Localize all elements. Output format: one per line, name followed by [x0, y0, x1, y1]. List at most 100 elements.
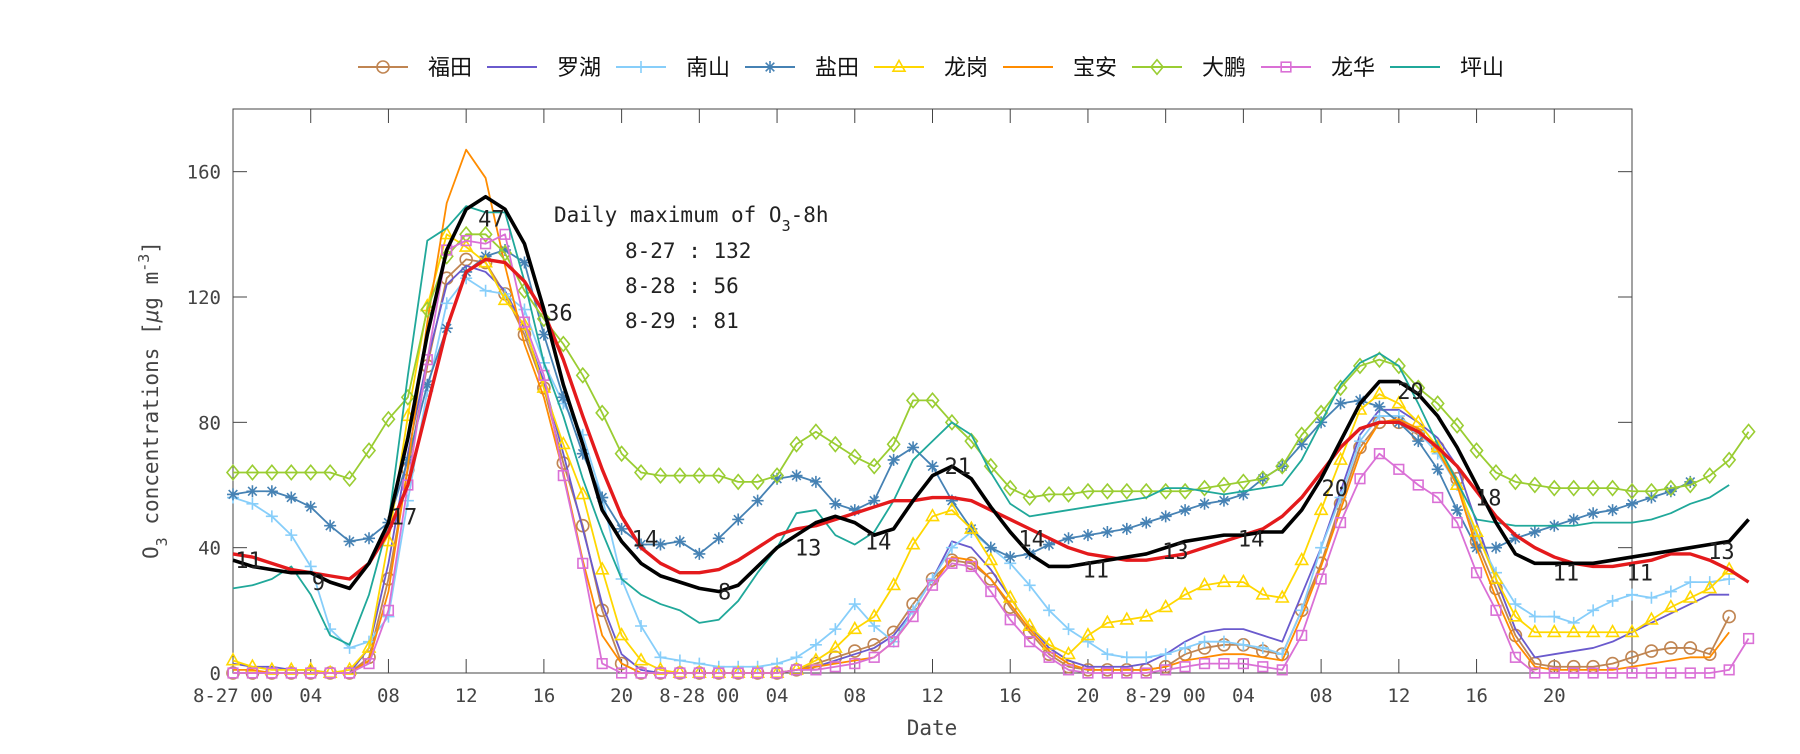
- data-point: [1023, 579, 1036, 592]
- data-point: [1159, 510, 1172, 523]
- data-point: [907, 610, 919, 623]
- point-value-label: 11: [1627, 562, 1654, 587]
- data-point: [382, 604, 395, 616]
- legend-label: 大鹏: [1202, 56, 1246, 81]
- data-point: [227, 488, 239, 501]
- data-point: [499, 244, 512, 256]
- data-point: [1216, 573, 1232, 588]
- data-point: [1664, 585, 1677, 598]
- legend-item: 南山: [616, 56, 730, 81]
- data-point: [1041, 636, 1057, 650]
- series-宝安: [233, 148, 1730, 674]
- data-point: [342, 470, 357, 488]
- data-point: [868, 651, 880, 663]
- data-point: [1081, 635, 1094, 648]
- data-point: [246, 667, 259, 679]
- point-value-label: 8: [718, 581, 731, 606]
- data-point: [1372, 385, 1387, 400]
- x-tick-label: 08: [1310, 685, 1333, 707]
- data-point: [1082, 667, 1094, 679]
- data-point: [594, 561, 610, 575]
- data-point: [1508, 473, 1523, 491]
- point-value-label: 14: [632, 527, 659, 552]
- data-point: [1683, 476, 1698, 494]
- data-point: [654, 538, 667, 551]
- annotation-line: 8-29 : 81: [625, 309, 739, 333]
- data-point: [1393, 463, 1405, 475]
- data-point: [1354, 473, 1366, 485]
- data-point: [771, 472, 784, 485]
- data-point: [1216, 476, 1231, 494]
- point-value-label: 21: [945, 455, 972, 480]
- data-point: [827, 639, 843, 653]
- data-point: [906, 391, 921, 409]
- data-point: [1489, 541, 1502, 554]
- data-point: [1548, 610, 1561, 623]
- data-point: [1722, 451, 1737, 469]
- data-point: [1042, 485, 1057, 503]
- data-point: [1062, 623, 1075, 636]
- legend-label: 宝安: [1073, 56, 1117, 81]
- data-point: [497, 291, 513, 306]
- data-point: [1529, 667, 1541, 679]
- data-point: [517, 316, 532, 331]
- data-point: [1625, 650, 1639, 665]
- data-point: [305, 667, 317, 679]
- data-point: [381, 410, 396, 428]
- data-point: [1179, 504, 1192, 517]
- data-point: [1684, 576, 1697, 589]
- data-point: [1586, 479, 1601, 497]
- data-point: [654, 651, 667, 664]
- data-point: [692, 467, 707, 485]
- data-point: [575, 366, 590, 384]
- data-point: [1566, 479, 1581, 497]
- data-point: [1412, 435, 1425, 448]
- series-line-10: [232, 194, 1750, 594]
- data-point: [946, 557, 958, 569]
- data-point: [1334, 397, 1347, 410]
- point-value-label: 11: [1553, 562, 1580, 587]
- data-point: [227, 667, 239, 679]
- data-point: [1683, 641, 1698, 655]
- legend-item: 大鹏: [1132, 56, 1246, 81]
- data-point: [945, 553, 959, 568]
- data-point: [1158, 598, 1174, 613]
- data-point: [1509, 598, 1522, 611]
- data-point: [1081, 529, 1094, 542]
- data-point: [439, 226, 455, 240]
- legend-label: 龙岗: [944, 56, 988, 81]
- data-point: [1605, 624, 1620, 638]
- legend: 福田 罗湖 南山 盐田 龙岗 宝安 大鹏 龙华 坪山: [358, 56, 1504, 81]
- x-tick-label: 12: [1387, 685, 1410, 707]
- data-point: [1430, 395, 1445, 412]
- data-point: [945, 494, 958, 507]
- data-point: [401, 494, 414, 507]
- data-point: [596, 657, 608, 670]
- data-point: [634, 464, 649, 481]
- point-value-label: 11: [1082, 559, 1109, 584]
- data-point: [1101, 648, 1114, 661]
- y-tick-label: 0: [210, 663, 221, 685]
- data-point: [246, 485, 259, 498]
- series-layer: [225, 148, 1756, 680]
- data-point: [1315, 541, 1328, 554]
- data-point: [303, 464, 318, 481]
- data-point: [1002, 589, 1018, 603]
- data-point: [596, 491, 609, 504]
- data-point: [752, 667, 764, 679]
- data-point: [1004, 614, 1016, 626]
- data-point: [1140, 651, 1153, 664]
- legend-item: 罗湖: [487, 56, 601, 81]
- data-point: [324, 667, 336, 679]
- data-point: [673, 654, 686, 667]
- data-point: [1470, 567, 1483, 579]
- x-tick-label: 20: [610, 685, 633, 707]
- data-point: [1275, 457, 1290, 475]
- data-point: [614, 627, 629, 641]
- data-point: [1296, 629, 1308, 641]
- data-point: [1391, 395, 1407, 409]
- data-point: [1177, 586, 1193, 600]
- data-point: [1684, 667, 1696, 679]
- data-point: [576, 447, 589, 460]
- data-point: [1120, 522, 1133, 535]
